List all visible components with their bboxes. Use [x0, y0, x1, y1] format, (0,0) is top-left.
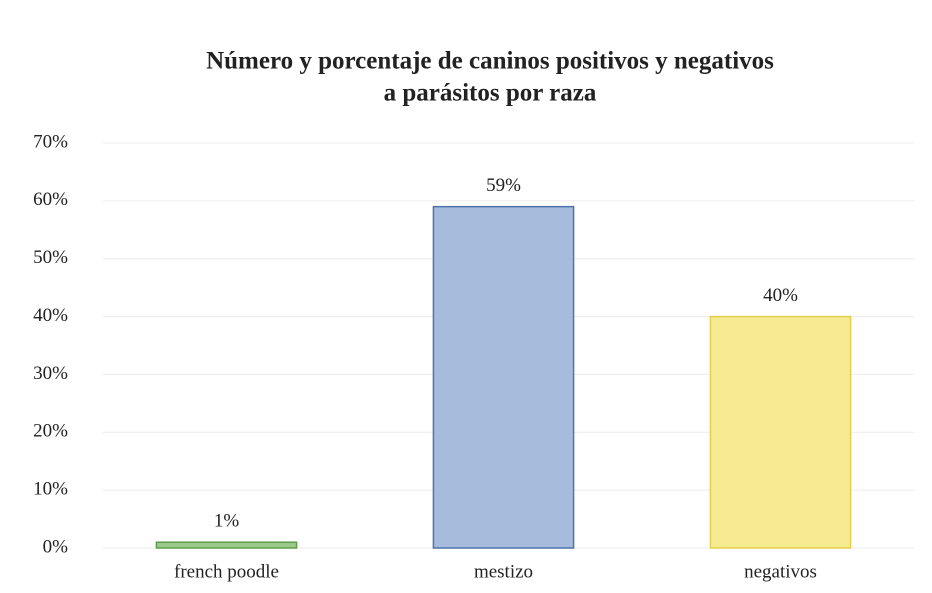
- data-label: 59%: [486, 175, 521, 196]
- y-tick-label: 50%: [33, 247, 68, 268]
- x-tick-label: negativos: [744, 561, 817, 582]
- data-label: 40%: [763, 285, 798, 306]
- bar: [432, 205, 575, 549]
- y-tick-label: 40%: [33, 305, 68, 326]
- data-label: 1%: [214, 511, 240, 532]
- y-tick-label: 0%: [43, 536, 69, 557]
- x-tick-label: mestizo: [474, 561, 533, 582]
- chart-title: a parásitos por raza: [384, 80, 597, 107]
- y-tick-label: 70%: [33, 131, 68, 152]
- bar: [155, 541, 298, 549]
- y-tick-label: 60%: [33, 189, 68, 210]
- y-tick-label: 20%: [33, 421, 68, 442]
- chart-title: Número y porcentaje de caninos positivos…: [206, 48, 774, 75]
- y-tick-label: 10%: [33, 479, 68, 500]
- x-tick-label: french poodle: [174, 561, 279, 582]
- bar: [709, 315, 852, 549]
- y-tick-label: 30%: [33, 363, 68, 384]
